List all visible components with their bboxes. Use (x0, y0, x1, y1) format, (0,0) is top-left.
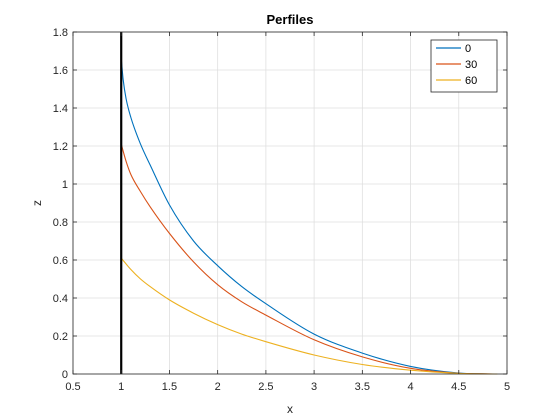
x-tick-label: 2 (215, 381, 221, 393)
y-tick-labels: 0 0.2 0.4 0.6 0.8 1 1.2 1.4 1.6 1.8 (53, 27, 68, 381)
x-tick-label: 4 (407, 381, 413, 393)
x-tick-label: 5 (504, 381, 510, 393)
chart-title: Perfiles (267, 12, 314, 27)
y-tick-label: 1.8 (53, 27, 68, 39)
x-tick-labels: 0.5 1 1.5 2 2.5 3 3.5 4 4.5 5 (65, 381, 510, 393)
legend-label-0: 0 (465, 43, 471, 55)
legend: 0 30 60 (430, 39, 498, 93)
series-line-60 (120, 257, 498, 375)
y-tick-label: 1 (62, 179, 68, 191)
grid (72, 31, 508, 375)
y-tick-label: 1.4 (53, 103, 68, 115)
x-tick-label: 3 (311, 381, 317, 393)
plot-frame (72, 31, 508, 375)
legend-label-30: 30 (465, 59, 477, 71)
ticks (72, 31, 508, 375)
y-tick-label: 0 (62, 369, 68, 381)
y-tick-label: 0.2 (53, 331, 68, 343)
x-tick-label: 2.5 (258, 381, 273, 393)
y-axis-label: z (30, 200, 44, 206)
y-tick-label: 0.4 (53, 293, 68, 305)
x-tick-label: 0.5 (65, 381, 80, 393)
x-tick-label: 3.5 (355, 381, 370, 393)
series-layer (120, 58, 498, 375)
y-tick-label: 1.2 (53, 141, 68, 153)
series-line-0 (120, 58, 488, 375)
legend-label-60: 60 (465, 75, 477, 87)
x-tick-label: 4.5 (451, 381, 466, 393)
x-tick-label: 1 (118, 381, 124, 393)
y-tick-label: 0.8 (53, 217, 68, 229)
y-tick-label: 0.6 (53, 255, 68, 267)
y-tick-label: 1.6 (53, 65, 68, 77)
legend-box (430, 39, 498, 93)
x-tick-label: 1.5 (162, 381, 177, 393)
series-line-30 (120, 143, 493, 375)
x-axis-label: x (287, 402, 293, 416)
